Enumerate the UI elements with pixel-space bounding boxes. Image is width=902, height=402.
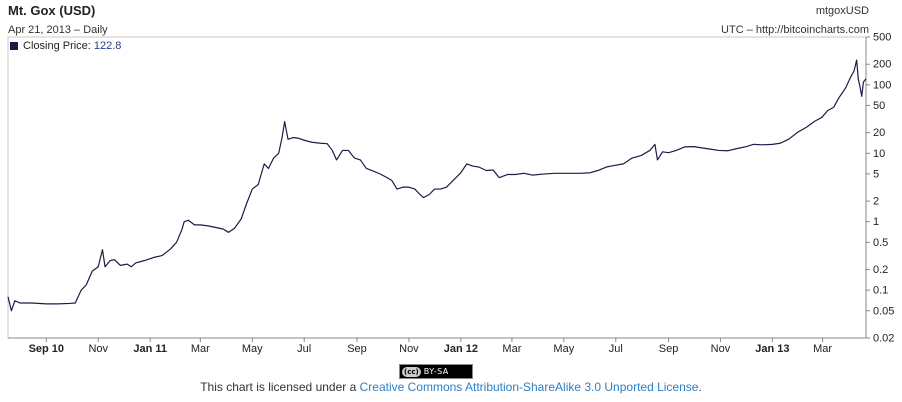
cc-icon: (cc)	[402, 366, 421, 377]
y-tick-label: 100	[873, 79, 891, 91]
chart-title: Mt. Gox (USD)	[8, 3, 96, 18]
x-tick-label: Mar	[813, 343, 832, 355]
y-tick-label: 10	[873, 148, 885, 160]
x-tick-label: Jul	[297, 343, 311, 355]
license-link[interactable]: Creative Commons Attribution-ShareAlike …	[359, 380, 699, 394]
y-tick-label: 1	[873, 216, 879, 228]
plot-frame	[7, 36, 867, 339]
y-tick-label: 5	[873, 168, 879, 180]
source-label: UTC – http://bitcoincharts.com	[721, 24, 869, 36]
license-note: This chart is licensed under a Creative …	[0, 380, 902, 394]
x-tick-label: Jan 12	[444, 343, 478, 355]
y-tick-label: 200	[873, 59, 891, 71]
symbol-label: mtgoxUSD	[815, 5, 869, 17]
x-tick-label: Sep 10	[29, 343, 64, 355]
x-tick-label: Sep	[347, 343, 367, 355]
price-series-line	[7, 59, 867, 312]
x-tick-label: May	[553, 343, 574, 355]
chart-subtitle: Apr 21, 2013 – Daily	[8, 24, 108, 36]
legend-value: 122.8	[93, 40, 122, 52]
x-tick-label: Jan 13	[755, 343, 789, 355]
license-text: This chart is licensed under a	[200, 380, 360, 394]
legend-swatch	[10, 42, 18, 50]
x-tick-label: Mar	[191, 343, 210, 355]
x-tick-label: Nov	[399, 343, 419, 355]
cc-license-badge[interactable]: (cc) BY-SA	[399, 364, 473, 379]
x-tick-label: Jan 11	[133, 343, 167, 355]
y-tick-label: 0.1	[873, 285, 888, 297]
license-tail: .	[698, 380, 702, 394]
x-tick-label: Jul	[609, 343, 623, 355]
y-tick-label: 0.02	[873, 333, 894, 345]
y-tick-label: 0.5	[873, 237, 888, 249]
legend-label: Closing Price:	[23, 40, 91, 52]
x-tick-label: Nov	[88, 343, 108, 355]
y-tick-label: 50	[873, 100, 885, 112]
y-tick-label: 0.2	[873, 264, 888, 276]
x-tick-label: Sep	[659, 343, 679, 355]
legend: Closing Price: 122.8	[10, 40, 121, 52]
y-tick-label: 2	[873, 196, 879, 208]
x-tick-label: Mar	[502, 343, 521, 355]
cc-badge-text: BY-SA	[423, 367, 449, 376]
x-tick-label: Nov	[711, 343, 731, 355]
y-tick-label: 20	[873, 127, 885, 139]
y-tick-label: 0.05	[873, 305, 894, 317]
x-tick-label: May	[242, 343, 263, 355]
y-tick-label: 500	[873, 32, 891, 44]
